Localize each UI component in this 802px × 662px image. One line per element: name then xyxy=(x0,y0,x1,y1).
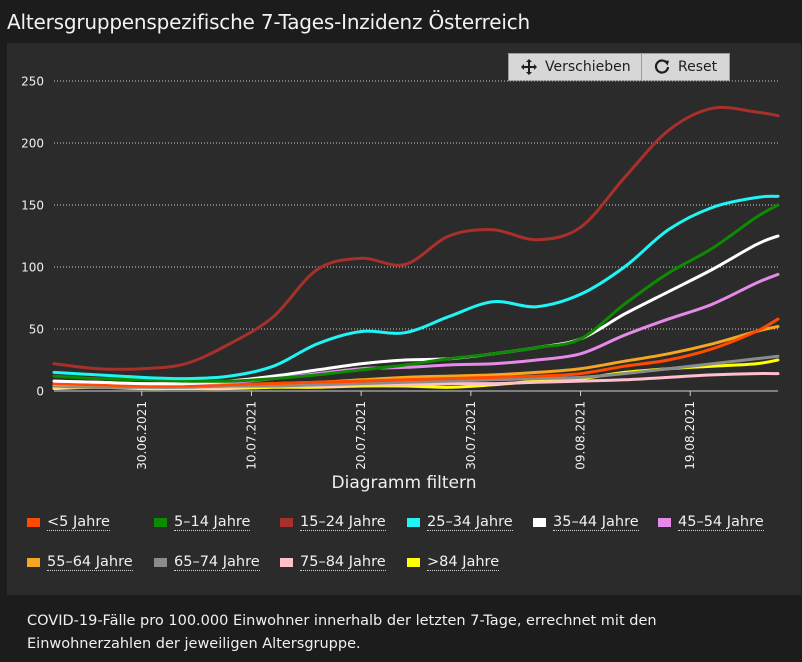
series-line[interactable] xyxy=(52,317,780,388)
legend-label: 35–44 Jahre xyxy=(553,514,639,531)
legend-filter-title: Diagramm filtern xyxy=(331,473,477,493)
legend-swatch xyxy=(280,558,293,567)
footer: COVID-19-Fälle pro 100.000 Einwohner inn… xyxy=(7,595,801,662)
move-button[interactable]: Verschieben xyxy=(508,53,642,81)
legend-label: 25–34 Jahre xyxy=(427,514,513,531)
y-tick-label: 150 xyxy=(21,199,44,213)
legend-swatch xyxy=(407,558,420,567)
x-tick-label: 30.07.2021 xyxy=(464,401,478,470)
legend-item[interactable]: 25–34 Jahre xyxy=(407,514,513,531)
x-tick-label: 30.06.2021 xyxy=(135,401,149,470)
legend-item[interactable]: 45–54 Jahre xyxy=(658,514,764,531)
legend-swatch xyxy=(154,558,167,567)
x-tick-label: 09.08.2021 xyxy=(574,401,588,470)
x-tick-label: 20.07.2021 xyxy=(354,401,368,470)
legend-item[interactable]: 65–74 Jahre xyxy=(154,554,260,571)
series-line[interactable] xyxy=(52,203,780,383)
y-tick-label: 50 xyxy=(29,323,44,337)
reset-icon xyxy=(654,59,670,74)
y-tick-label: 100 xyxy=(21,261,44,275)
legend-swatch xyxy=(533,518,546,527)
incidence-chart: 0 50 100 150 200 250 30.06.2021 10.07.2021 20.0… xyxy=(21,75,780,470)
x-tick-label: 19.08.2021 xyxy=(683,401,697,470)
legend-label: 55–64 Jahre xyxy=(47,554,133,571)
legend-label: >84 Jahre xyxy=(427,554,500,571)
series-line[interactable] xyxy=(52,194,780,381)
move-icon xyxy=(521,59,537,75)
chart-toolbar: Verschieben Reset xyxy=(508,53,730,81)
y-tick-label: 0 xyxy=(36,385,44,399)
series-line[interactable] xyxy=(52,234,780,386)
legend-swatch xyxy=(154,518,167,527)
legend-swatch xyxy=(27,558,40,567)
legend-label: 15–24 Jahre xyxy=(300,514,386,531)
reset-button-label: Reset xyxy=(678,59,718,75)
legend-item[interactable]: 75–84 Jahre xyxy=(280,554,386,571)
legend-item[interactable]: <5 Jahre xyxy=(27,514,110,531)
legend-label: 45–54 Jahre xyxy=(678,514,764,531)
legend-label: <5 Jahre xyxy=(47,514,110,531)
move-button-label: Verschieben xyxy=(545,59,631,75)
legend-item[interactable]: 35–44 Jahre xyxy=(533,514,639,531)
page-title: Altersgruppenspezifische 7-Tages-Inziden… xyxy=(7,10,530,34)
legend-label: 75–84 Jahre xyxy=(300,554,386,571)
series-line[interactable] xyxy=(52,105,780,371)
reset-button[interactable]: Reset xyxy=(642,53,730,81)
legend-swatch xyxy=(407,518,420,527)
legend-item[interactable]: 55–64 Jahre xyxy=(27,554,133,571)
legend-item[interactable]: 5–14 Jahre xyxy=(154,514,251,531)
legend-item[interactable]: >84 Jahre xyxy=(407,554,500,571)
legend-label: 65–74 Jahre xyxy=(174,554,260,571)
y-tick-label: 250 xyxy=(21,75,44,89)
footer-note: COVID-19-Fälle pro 100.000 Einwohner inn… xyxy=(27,613,657,652)
legend-item[interactable]: 15–24 Jahre xyxy=(280,514,386,531)
legend-swatch xyxy=(280,518,293,527)
legend-swatch xyxy=(658,518,671,527)
x-tick-label: 10.07.2021 xyxy=(244,401,258,470)
y-tick-label: 200 xyxy=(21,137,44,151)
legend-swatch xyxy=(27,518,40,527)
legend-label: 5–14 Jahre xyxy=(174,514,251,531)
